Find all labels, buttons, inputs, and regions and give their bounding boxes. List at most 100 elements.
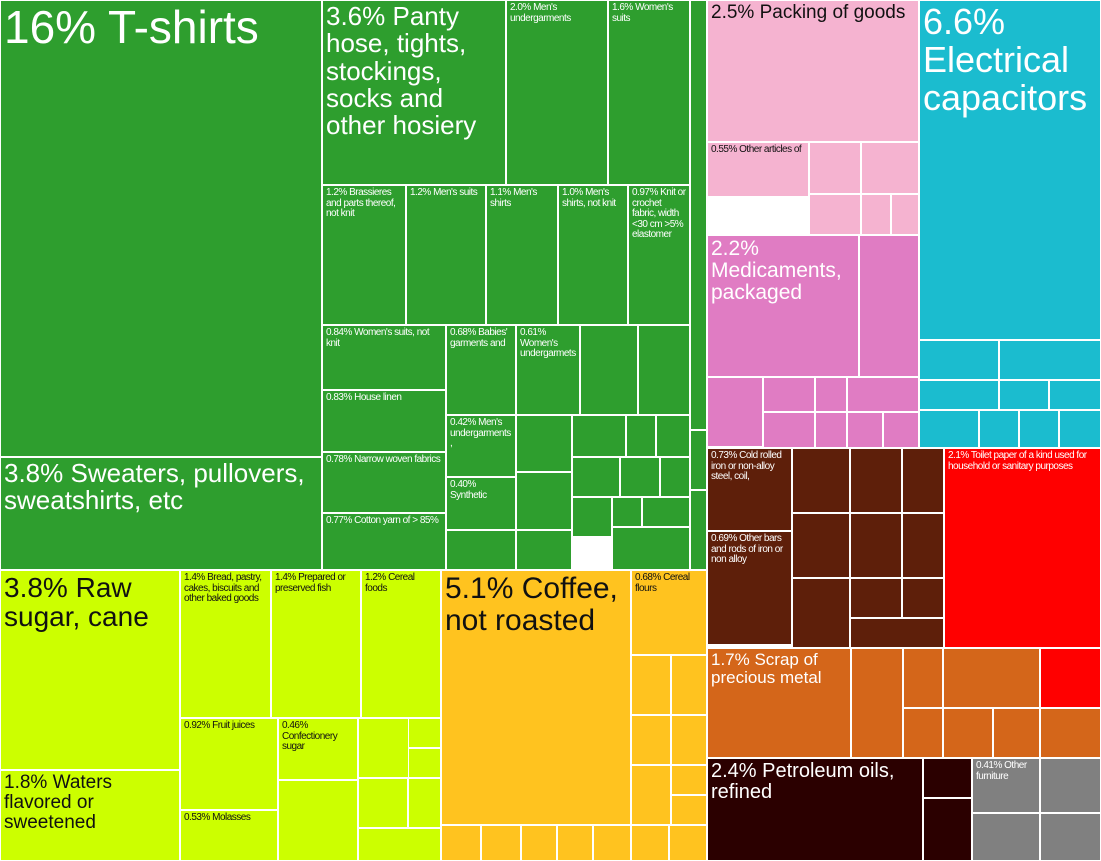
treemap-cell: 0.78% Narrow woven fabrics <box>322 452 446 513</box>
treemap-tile-vegetable-products <box>441 825 481 861</box>
treemap-tile-chemical-products <box>847 377 919 412</box>
treemap-cell-label: 0.40% Synthetic <box>450 479 487 501</box>
treemap-cell-label: 6.6% Electrical capacitors <box>923 1 1088 118</box>
treemap-cell-label: 1.6% Women's suits <box>612 2 673 24</box>
treemap-tile-chemical-products <box>883 412 919 448</box>
treemap-tile-metals <box>902 448 944 513</box>
treemap-cell: 3.6% Panty hose, tights, stockings, sock… <box>322 0 506 185</box>
treemap-tile-metals <box>850 578 902 618</box>
treemap-tile-vegetable-products <box>671 765 707 795</box>
treemap-tile-paper-toilet- <box>1040 648 1101 708</box>
treemap-cell: 1.1% Men's shirts <box>486 185 558 325</box>
treemap-tile-paper-goods <box>861 142 919 194</box>
treemap-tile-vegetable-products <box>593 825 631 861</box>
treemap-tile-foodstuffs <box>278 780 358 861</box>
treemap-cell-label: 2.2% Medicaments, packaged <box>711 237 842 305</box>
treemap-tile-precious-metals <box>903 648 943 708</box>
treemap-cell: 0.41% Other furniture <box>972 758 1040 813</box>
treemap-cell: 5.1% Coffee, not roasted <box>441 570 631 825</box>
treemap-tile-textiles <box>690 0 707 430</box>
treemap-cell-label: 3.6% Panty hose, tights, stockings, sock… <box>326 1 477 141</box>
treemap-cell: 2.2% Medicaments, packaged <box>707 235 859 377</box>
treemap-tile-metals <box>792 448 850 513</box>
treemap-tile-textiles <box>516 530 572 570</box>
treemap-cell: 0.92% Fruit juices <box>180 718 278 810</box>
treemap-cell: 16% T-shirts <box>0 0 322 457</box>
treemap-tile-miscellaneous <box>1040 813 1101 861</box>
treemap-cell: 2.4% Petroleum oils, refined <box>707 758 923 861</box>
treemap-tile-textiles <box>446 530 516 570</box>
treemap-tile-foodstuffs <box>408 748 441 778</box>
treemap-tile-vegetable-products <box>671 655 707 715</box>
treemap-tile-chemical-products <box>707 377 763 447</box>
treemap-tile-mineral-products <box>923 798 972 861</box>
treemap-tile-metals <box>792 513 850 578</box>
treemap-tile-textiles <box>612 497 642 527</box>
treemap-cell-label: 2.5% Packing of goods <box>711 2 906 23</box>
treemap-tile-textiles <box>620 457 660 497</box>
treemap-cell: 0.84% Women's suits, not knit <box>322 325 446 390</box>
treemap-cell-label: 16% T-shirts <box>4 1 259 53</box>
treemap-cell-label: 1.0% Men's shirts, not knit <box>562 187 616 209</box>
treemap-cell: 2.5% Packing of goods <box>707 0 919 142</box>
treemap-cell-label: 5.1% Coffee, not roasted <box>445 572 618 637</box>
treemap-tile-paper-goods <box>861 194 891 235</box>
treemap-cell: 1.2% Cereal foods <box>361 570 441 718</box>
treemap-tile-textiles <box>642 497 690 527</box>
treemap-cell: 2.1% Toilet paper of a kind used for hou… <box>944 448 1101 648</box>
treemap-tile-machines <box>999 380 1049 410</box>
treemap-tile-machines <box>1049 380 1101 410</box>
treemap-tile-chemical-products <box>815 412 847 448</box>
treemap-tile-precious-metals <box>903 708 943 758</box>
treemap-cell: 1.4% Prepared or preserved fish <box>271 570 361 718</box>
treemap-cell: 1.6% Women's suits <box>608 0 690 185</box>
treemap-tile-textiles <box>656 415 690 457</box>
treemap-tile-mineral-products <box>923 758 972 798</box>
treemap-tile-textiles <box>690 490 707 570</box>
treemap-tile-chemical-products <box>847 412 883 448</box>
treemap-cell-label: 0.83% House linen <box>326 392 402 403</box>
treemap-tile-textiles <box>660 457 690 497</box>
treemap-cell-label: 0.77% Cotton yarn of > 85% <box>326 515 439 526</box>
treemap-cell-label: 0.61% Women's undergarmets <box>520 327 576 359</box>
treemap-cell-label: 0.68% Cereal flours <box>635 572 690 594</box>
treemap-cell: 0.68% Babies' garments and <box>446 325 516 415</box>
treemap-cell-label: 0.69% Other bars and rods of iron or non… <box>711 533 783 565</box>
treemap-cell-label: 1.2% Cereal foods <box>365 572 415 594</box>
treemap-cell: 1.7% Scrap of precious metal <box>707 648 851 758</box>
treemap-cell-label: 0.97% Knit or crochet fabric, width <30 … <box>632 187 686 240</box>
treemap-tile-metals <box>850 618 944 648</box>
treemap-tile-metals <box>902 578 944 618</box>
treemap-cell: 1.8% Waters flavored or sweetened <box>0 770 180 861</box>
treemap-tile-textiles <box>612 527 690 570</box>
treemap-tile-precious-metals <box>993 708 1040 758</box>
treemap-cell: 1.2% Brassieres and parts thereof, not k… <box>322 185 406 325</box>
treemap-cell-label: 2.0% Men's undergarments <box>510 2 571 24</box>
treemap-tile-textiles <box>572 415 626 457</box>
treemap-tile-vegetable-products <box>631 825 669 861</box>
treemap-cell: 0.83% House linen <box>322 390 446 452</box>
treemap-cell-label: 1.1% Men's shirts <box>490 187 537 209</box>
treemap-cell: 3.8% Raw sugar, cane <box>0 570 180 770</box>
treemap-cell: 0.42% Men's undergarments, <box>446 415 516 477</box>
treemap-tile-textiles <box>626 415 656 457</box>
treemap-cell: 0.77% Cotton yarn of > 85% <box>322 513 446 570</box>
treemap-cell-label: 0.41% Other furniture <box>976 760 1027 782</box>
treemap-tile-foodstuffs <box>358 778 408 828</box>
treemap-cell-label: 0.55% Other articles of <box>711 144 802 155</box>
treemap-cell-label: 0.46% Confectionery sugar <box>282 720 338 752</box>
treemap-cell-label: 1.4% Prepared or preserved fish <box>275 572 346 594</box>
treemap-cell-label: 1.4% Bread, pastry, cakes, biscuits and … <box>184 572 262 604</box>
treemap-tile-vegetable-products <box>631 655 671 715</box>
treemap-cell-label: 0.73% Cold rolled iron or non-alloy stee… <box>711 450 782 482</box>
treemap-tile-precious-metals <box>943 708 993 758</box>
treemap-tile-precious-metals <box>1040 708 1101 758</box>
treemap-cell-label: 0.78% Narrow woven fabrics <box>326 454 441 465</box>
treemap-tile-textiles <box>580 325 638 415</box>
treemap-cell: 3.8% Sweaters, pullovers, sweatshirts, e… <box>0 457 322 570</box>
treemap-cell: 0.97% Knit or crochet fabric, width <30 … <box>628 185 690 325</box>
treemap-tile-precious-metals <box>851 648 903 758</box>
treemap-cell-label: 0.68% Babies' garments and <box>450 327 508 349</box>
treemap-tile-vegetable-products <box>671 795 707 825</box>
